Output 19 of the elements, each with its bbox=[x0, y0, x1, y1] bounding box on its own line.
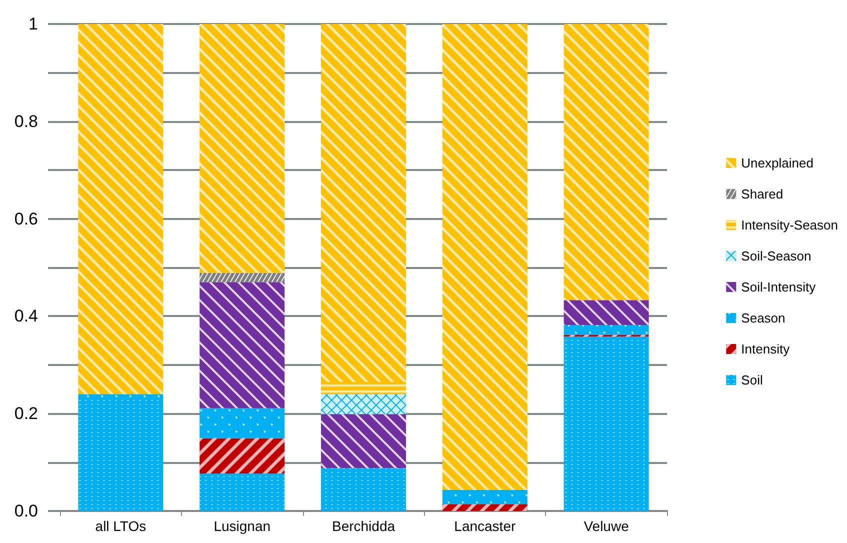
legend-label: Intensity-Season bbox=[741, 218, 838, 232]
x-tick-label: Berchidda bbox=[332, 518, 396, 534]
legend-label: Season bbox=[741, 310, 786, 326]
x-tick-label: all LTOs bbox=[95, 518, 146, 534]
x-tick-label: Lusignan bbox=[214, 518, 271, 534]
y-tick-label: 0.0 bbox=[14, 502, 38, 520]
legend-label: Soil-Intensity bbox=[741, 280, 816, 294]
y-tick-label: 0.8 bbox=[14, 112, 38, 131]
y-tick-label: 0.4 bbox=[14, 306, 38, 326]
legend-label: Unexplained bbox=[741, 156, 814, 170]
x-tick-label: Veluwe bbox=[584, 518, 630, 534]
legend-label: Soil bbox=[741, 372, 763, 388]
y-tick-label: 1 bbox=[28, 14, 38, 34]
x-tick-label: Lancaster bbox=[454, 518, 516, 534]
y-tick-label: 0.2 bbox=[14, 404, 38, 424]
legend-label: Intensity bbox=[741, 342, 790, 356]
legend-label: Soil-Season bbox=[741, 248, 812, 264]
legend-label: Shared bbox=[741, 186, 784, 202]
y-tick-label: 0.6 bbox=[14, 209, 38, 228]
